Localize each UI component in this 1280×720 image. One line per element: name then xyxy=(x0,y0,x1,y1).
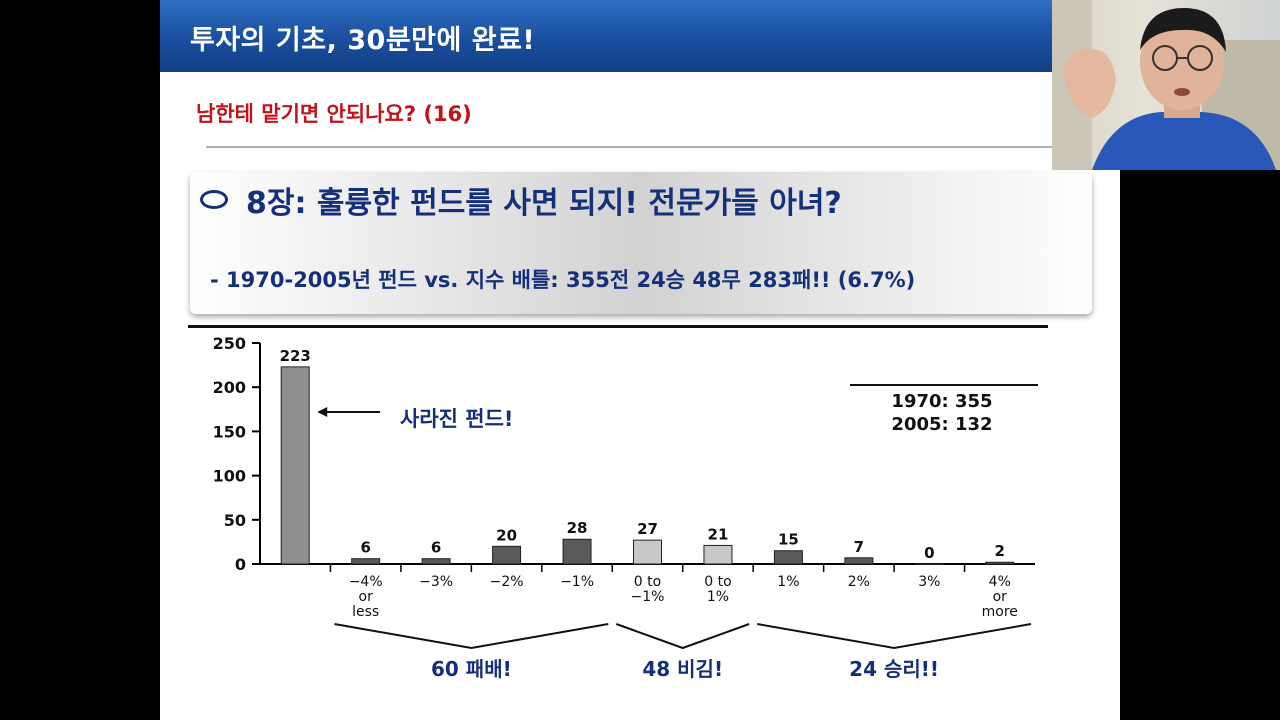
bar xyxy=(844,557,874,565)
x-category-label: less xyxy=(352,604,379,620)
arrow-annotation-label: 사라진 펀드! xyxy=(400,407,514,431)
bar-value-label: 0 xyxy=(924,544,934,562)
bar-value-label: 15 xyxy=(778,531,799,549)
bar xyxy=(914,563,944,565)
bar xyxy=(633,539,662,565)
header-bar: 투자의 기초, 30분만에 완료! xyxy=(160,0,1120,72)
bar xyxy=(492,545,522,565)
x-category-label: 2% xyxy=(848,574,870,590)
bar-value-label: 20 xyxy=(496,526,517,544)
bar xyxy=(562,538,592,565)
x-category-label: 0 to xyxy=(634,574,661,590)
x-category-label: 0 to xyxy=(704,574,731,590)
webcam-overlay xyxy=(1052,0,1280,170)
slide-subtitle: 남한테 맡기면 안되나요? (16) xyxy=(196,102,472,126)
group-label: 48 비김! xyxy=(642,657,723,681)
bar xyxy=(985,561,1015,565)
y-tick-label: 0 xyxy=(235,555,246,574)
bar-value-label: 28 xyxy=(567,519,588,537)
bar xyxy=(351,558,381,565)
bar xyxy=(773,550,803,565)
bar-value-label: 6 xyxy=(360,539,370,557)
bar-value-label: 27 xyxy=(637,520,658,538)
x-category-label: more xyxy=(982,604,1018,620)
callout-box: 8장: 훌륭한 펀드를 사면 되지! 전문가들 아녀? - 1970-2005년… xyxy=(190,172,1092,314)
bar-value-label: 7 xyxy=(854,538,864,556)
bar-value-label: 21 xyxy=(708,525,729,543)
x-category-label: 4% xyxy=(989,574,1011,590)
fund-distribution-chart: 0501001502002502236−4%orless6−3%20−2%28−… xyxy=(213,334,1038,681)
bar xyxy=(280,366,310,565)
x-category-label: −4% xyxy=(349,574,383,590)
x-category-label: or xyxy=(359,589,374,605)
x-category-label: 1% xyxy=(707,589,729,605)
group-label: 24 승리!! xyxy=(849,657,939,681)
group-brace xyxy=(615,623,750,650)
x-category-label: or xyxy=(993,589,1008,605)
x-category-label: −3% xyxy=(419,574,453,590)
bar xyxy=(703,544,733,565)
x-category-label: −2% xyxy=(490,574,524,590)
chart-top-rule xyxy=(188,325,1048,328)
x-category-label: 3% xyxy=(918,574,940,590)
bar-value-label: 223 xyxy=(280,347,311,365)
x-category-label: −1% xyxy=(631,589,665,605)
arrow-head-icon xyxy=(317,407,328,417)
legend-count-label: 2005: 132 xyxy=(891,414,992,435)
slide-title: 투자의 기초, 30분만에 완료! xyxy=(190,25,536,56)
group-brace xyxy=(757,623,1032,650)
y-tick-label: 50 xyxy=(224,511,246,530)
y-tick-label: 150 xyxy=(213,422,246,441)
bar-value-label: 2 xyxy=(995,542,1005,560)
callout-subtext: - 1970-2005년 펀드 vs. 지수 배틀: 355전 24승 48무 … xyxy=(210,268,916,292)
x-category-label: 1% xyxy=(777,574,799,590)
group-label: 60 패배! xyxy=(431,657,512,681)
y-tick-label: 250 xyxy=(213,334,246,353)
presentation-slide: 투자의 기초, 30분만에 완료! 남한테 맡기면 안되나요? (16) 8장:… xyxy=(160,0,1120,720)
x-category-label: −1% xyxy=(560,574,594,590)
y-tick-label: 200 xyxy=(213,378,246,397)
bullet-circle-icon xyxy=(200,190,228,209)
callout-heading: 8장: 훌륭한 펀드를 사면 되지! 전문가들 아녀? xyxy=(246,186,842,221)
group-brace xyxy=(334,623,609,650)
bar xyxy=(421,558,451,565)
legend-count-label: 1970: 355 xyxy=(891,391,992,412)
bar-value-label: 6 xyxy=(431,539,441,557)
subtitle-divider xyxy=(206,146,1056,148)
y-tick-label: 100 xyxy=(213,467,246,486)
